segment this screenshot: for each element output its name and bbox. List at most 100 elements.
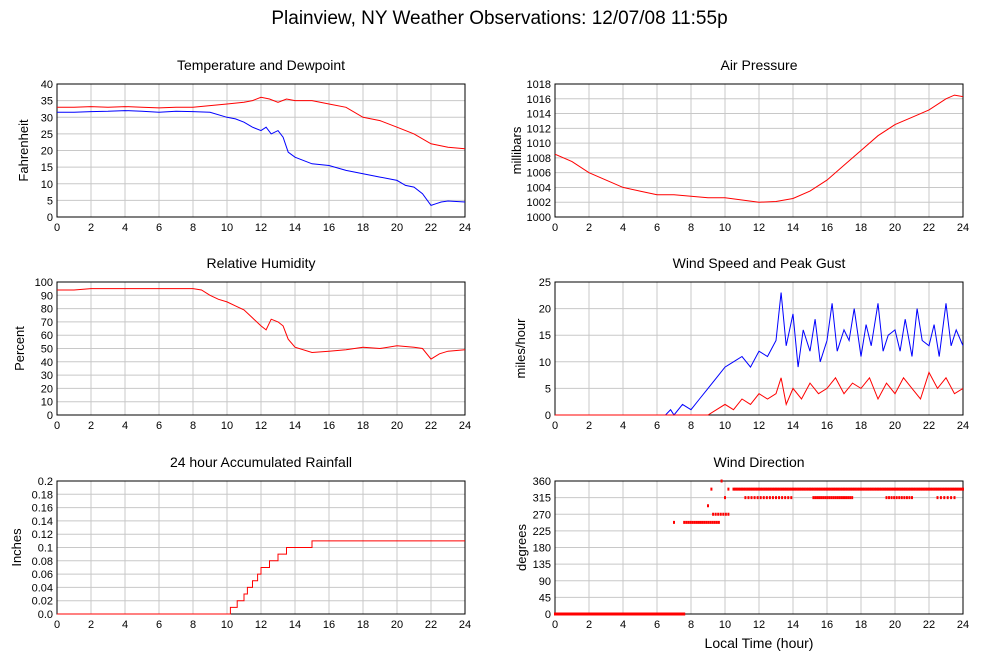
y-tick-label: 50 [41, 344, 53, 356]
direction-point [627, 612, 630, 616]
direction-point [921, 487, 924, 491]
x-tick-label: 24 [459, 619, 471, 631]
direction-point [759, 496, 762, 500]
direction-point [829, 487, 832, 491]
direction-point [917, 487, 920, 491]
direction-point [574, 612, 577, 616]
direction-point [668, 612, 671, 616]
direction-point [641, 612, 644, 616]
direction-point [778, 487, 781, 491]
direction-point [558, 612, 561, 616]
direction-point [830, 496, 833, 500]
direction-point [843, 496, 845, 500]
y-tick-label: 0.12 [32, 529, 53, 541]
direction-point [611, 612, 614, 616]
direction-point [929, 487, 932, 491]
direction-point [758, 487, 760, 491]
direction-point [900, 496, 903, 500]
direction-point [594, 612, 597, 616]
x-tick-label: 10 [719, 420, 731, 432]
y-tick-label: 1010 [527, 138, 551, 150]
direction-point [689, 520, 692, 524]
direction-point [834, 496, 837, 500]
direction-point [938, 487, 941, 491]
x-tick-label: 10 [719, 222, 731, 234]
direction-point [877, 487, 879, 491]
y-axis-label: millibars [509, 126, 524, 174]
y-tick-label: 25 [41, 129, 53, 141]
direction-point [578, 612, 581, 616]
series-line-temp-1 [57, 110, 465, 206]
direction-point [672, 612, 675, 616]
direction-point [900, 487, 903, 491]
direction-point [744, 496, 747, 500]
x-tick-label: 20 [889, 619, 901, 631]
direction-point [681, 612, 684, 616]
x-tick-label: 0 [54, 420, 60, 432]
x-tick-label: 0 [552, 420, 558, 432]
x-tick-label: 14 [787, 420, 799, 432]
direction-point [662, 612, 665, 616]
direction-point [661, 612, 664, 616]
direction-point [911, 496, 913, 500]
direction-point [585, 612, 588, 616]
direction-point [844, 487, 847, 491]
direction-point [818, 496, 821, 500]
x-tick-label: 24 [459, 222, 471, 234]
x-tick-label: 10 [221, 222, 233, 234]
x-tick-label: 8 [190, 420, 196, 432]
y-tick-label: 60 [41, 330, 53, 342]
direction-point [820, 487, 823, 491]
direction-point [666, 612, 669, 616]
direction-point [622, 612, 624, 616]
direction-point [691, 520, 694, 524]
direction-point [936, 496, 939, 500]
y-tick-label: 40 [41, 357, 53, 369]
direction-point [805, 487, 808, 491]
y-axis-label: Percent [12, 326, 27, 371]
direction-point [849, 487, 852, 491]
direction-point [866, 487, 869, 491]
chart-title: Wind Direction [713, 454, 804, 470]
chart-title: Temperature and Dewpoint [177, 57, 345, 73]
y-tick-label: 10 [539, 357, 551, 369]
direction-point [787, 496, 790, 500]
direction-point [646, 612, 649, 616]
x-tick-label: 4 [122, 619, 128, 631]
series-line-wind-1 [555, 371, 963, 416]
direction-point [643, 612, 646, 616]
y-axis-label: Inches [9, 528, 24, 567]
direction-point [737, 487, 740, 491]
direction-point [579, 612, 582, 616]
x-tick-label: 24 [957, 619, 969, 631]
plot-frame [554, 480, 964, 615]
x-tick-label: 16 [821, 420, 833, 432]
series-line-pressure-0 [555, 94, 963, 203]
direction-point [630, 612, 633, 616]
direction-point [822, 487, 825, 491]
y-tick-label: 0.02 [32, 596, 53, 608]
direction-point [817, 487, 820, 491]
direction-point [871, 487, 874, 491]
direction-point [775, 487, 777, 491]
direction-point [607, 612, 610, 616]
direction-point [803, 487, 806, 491]
y-tick-label: 90 [41, 290, 53, 302]
x-tick-label: 4 [122, 420, 128, 432]
plot-frame [56, 83, 466, 218]
direction-point [775, 496, 777, 500]
series-line-temp-0 [57, 96, 465, 150]
direction-point [888, 496, 891, 500]
x-tick-label: 2 [586, 420, 592, 432]
x-tick-label: 14 [289, 619, 301, 631]
x-tick-label: 4 [620, 619, 626, 631]
direction-point [839, 487, 842, 491]
direction-point [714, 512, 717, 516]
direction-point [590, 612, 593, 616]
x-tick-label: 6 [654, 222, 660, 234]
direction-point [685, 520, 688, 524]
direction-point [848, 487, 851, 491]
direction-point [756, 496, 759, 500]
y-tick-label: 0.08 [32, 556, 53, 568]
x-tick-label: 2 [88, 619, 94, 631]
